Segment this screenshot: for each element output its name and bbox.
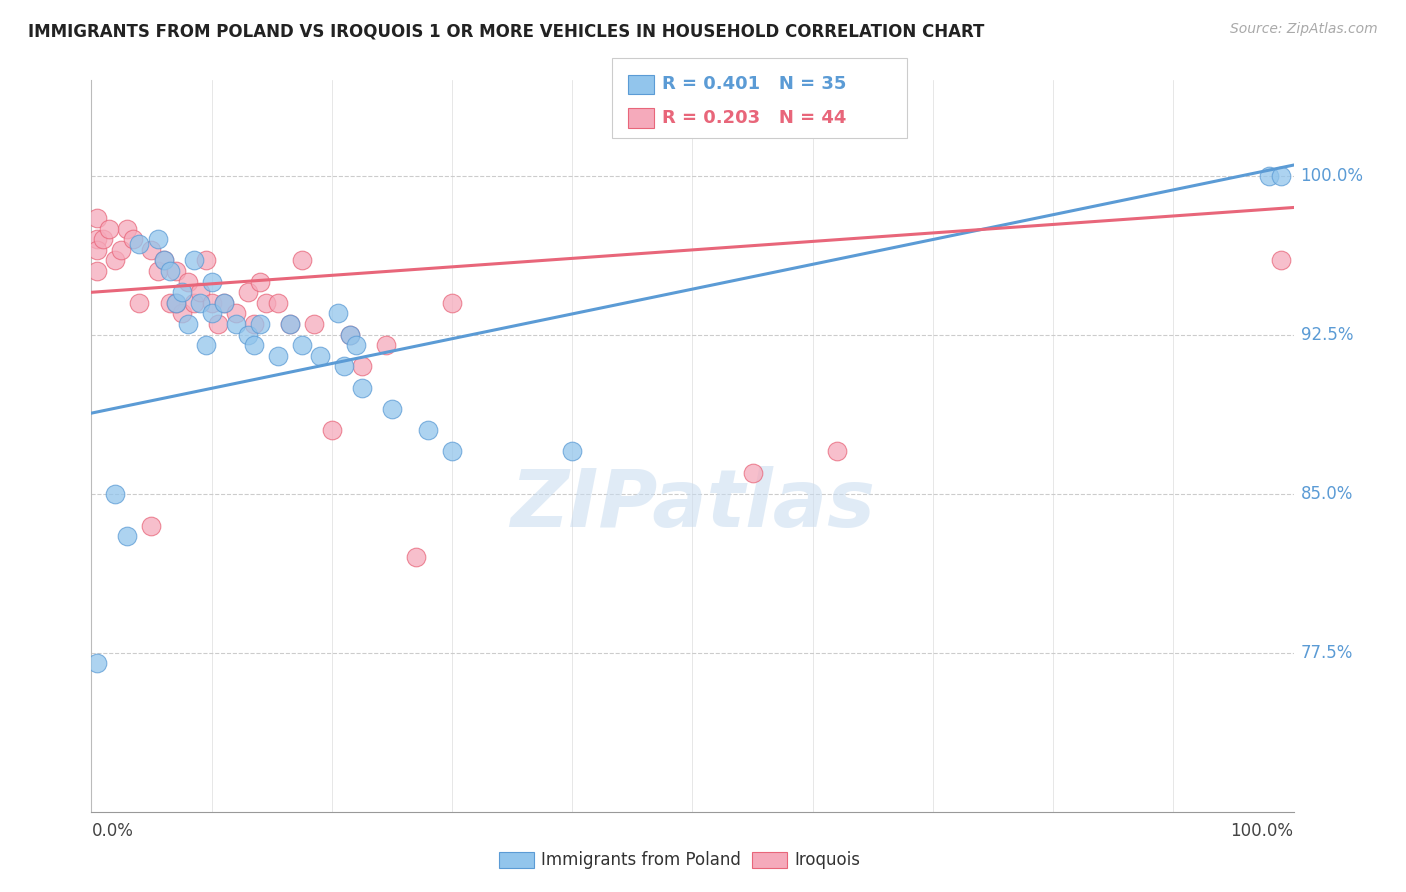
Point [194, 338, 217, 352]
Point [117, 221, 139, 235]
Point [152, 253, 174, 268]
Point [152, 253, 174, 268]
Point [321, 423, 343, 437]
Point [350, 381, 373, 395]
Text: R = 0.401   N = 35: R = 0.401 N = 35 [662, 76, 846, 94]
Point [201, 296, 224, 310]
Point [242, 338, 264, 352]
Point [188, 285, 211, 300]
Point [741, 466, 763, 480]
Point [1270, 253, 1292, 268]
Point [183, 296, 205, 310]
Point [225, 306, 247, 320]
Point [146, 232, 169, 246]
Point [225, 317, 247, 331]
Point [104, 486, 127, 500]
Point [326, 306, 349, 320]
Point [128, 236, 150, 251]
Point [176, 275, 198, 289]
Point [165, 264, 187, 278]
Point [176, 317, 198, 331]
Text: 85.0%: 85.0% [1301, 484, 1353, 503]
Point [86, 243, 108, 257]
Point [117, 529, 139, 543]
Point [1258, 169, 1281, 183]
Text: R = 0.203   N = 44: R = 0.203 N = 44 [662, 109, 846, 128]
Point [194, 253, 217, 268]
Point [165, 296, 187, 310]
Point [440, 296, 463, 310]
Point [86, 211, 108, 225]
Text: IMMIGRANTS FROM POLAND VS IROQUOIS 1 OR MORE VEHICLES IN HOUSEHOLD CORRELATION C: IMMIGRANTS FROM POLAND VS IROQUOIS 1 OR … [28, 22, 984, 40]
Point [183, 253, 205, 268]
Point [93, 232, 115, 246]
Text: Iroquois: Iroquois [794, 851, 860, 869]
Point [104, 253, 127, 268]
Point [201, 275, 224, 289]
Text: Source: ZipAtlas.com: Source: ZipAtlas.com [1230, 22, 1378, 37]
Point [98, 221, 121, 235]
Point [110, 243, 132, 257]
Point [212, 296, 235, 310]
Point [236, 327, 259, 342]
Point [201, 306, 224, 320]
Point [188, 296, 211, 310]
Text: 92.5%: 92.5% [1301, 326, 1353, 343]
Point [146, 264, 169, 278]
Text: ZIPatlas: ZIPatlas [510, 466, 875, 543]
Point [291, 253, 314, 268]
Point [339, 327, 361, 342]
Point [165, 296, 187, 310]
Point [212, 296, 235, 310]
Point [128, 296, 150, 310]
Point [86, 264, 108, 278]
Point [350, 359, 373, 374]
Point [267, 296, 290, 310]
Text: 0.0%: 0.0% [91, 822, 134, 840]
Point [416, 423, 439, 437]
Point [278, 317, 301, 331]
Point [249, 275, 271, 289]
Point [159, 264, 181, 278]
Point [170, 285, 193, 300]
Point [825, 444, 848, 458]
Point [302, 317, 325, 331]
Point [344, 338, 367, 352]
Text: 100.0%: 100.0% [1301, 167, 1364, 185]
Point [1270, 169, 1292, 183]
Text: 77.5%: 77.5% [1301, 644, 1353, 662]
Point [381, 401, 404, 416]
Point [308, 349, 330, 363]
Point [267, 349, 290, 363]
Text: 100.0%: 100.0% [1230, 822, 1294, 840]
Text: Immigrants from Poland: Immigrants from Poland [541, 851, 741, 869]
Point [141, 243, 163, 257]
Point [86, 657, 108, 671]
Point [141, 518, 163, 533]
Point [405, 550, 427, 565]
Point [339, 327, 361, 342]
Point [86, 232, 108, 246]
Point [122, 232, 145, 246]
Point [333, 359, 356, 374]
Point [254, 296, 277, 310]
Point [374, 338, 396, 352]
Point [249, 317, 271, 331]
Point [170, 306, 193, 320]
Point [242, 317, 264, 331]
Point [291, 338, 314, 352]
Point [278, 317, 301, 331]
Point [159, 296, 181, 310]
Point [440, 444, 463, 458]
Point [236, 285, 259, 300]
Point [561, 444, 583, 458]
Point [207, 317, 229, 331]
